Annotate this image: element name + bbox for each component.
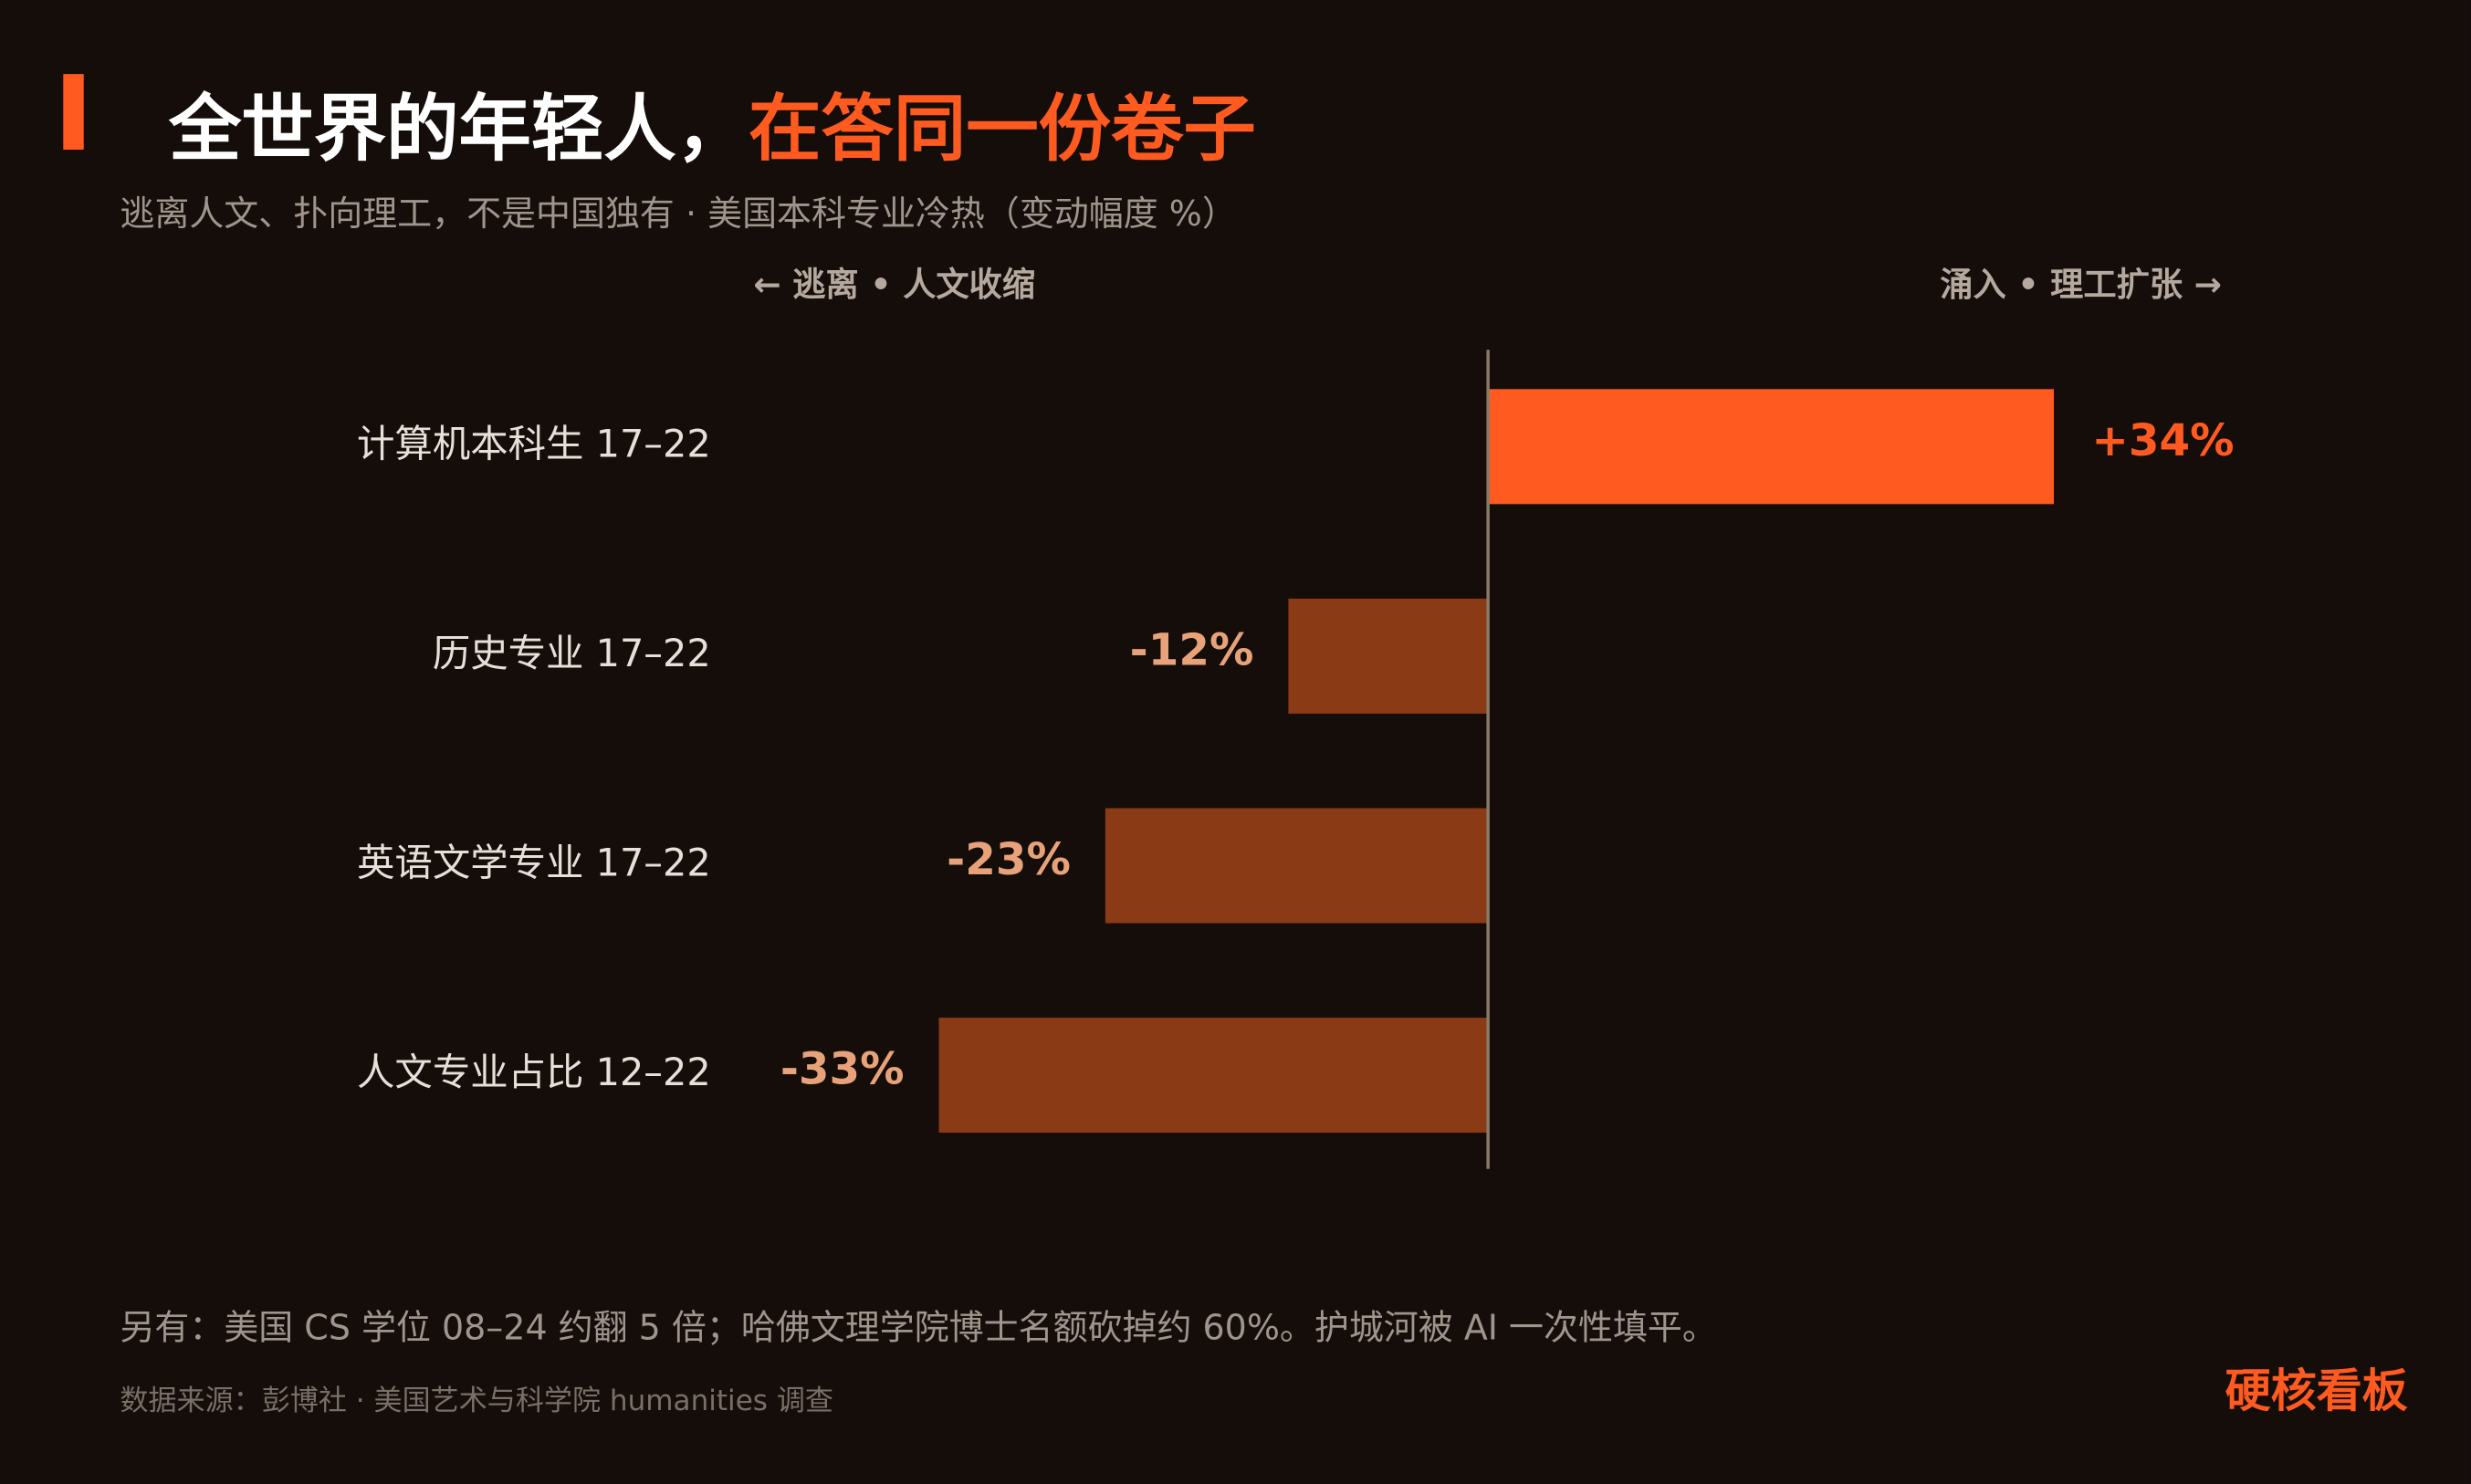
bar [1105, 808, 1489, 924]
subtitle: 逃离人文、扑向理工，不是中国独有 · 美国本科专业冷热（变动幅度 %） [120, 193, 1236, 234]
source: 数据来源：彭博社 · 美国艺术与科学院 humanities 调查 [120, 1385, 833, 1417]
title-highlight: 在答同一份卷子 [749, 87, 1256, 172]
y-tick-label: 人文专业占比 12–22 [357, 1050, 711, 1094]
bar [938, 1018, 1489, 1134]
value-label: -33% [780, 1044, 905, 1095]
title-accent [63, 74, 84, 150]
value-label: -23% [947, 834, 1071, 885]
bar [1288, 598, 1489, 714]
chart-title: 全世界的年轻人，在答同一份卷子 [168, 87, 1256, 172]
value-label: +34% [2091, 415, 2234, 466]
right-direction-label: 涌入 • 理工扩张 → [1940, 265, 2222, 304]
plot-area: 计算机本科生 17–22 +34% 历史专业 17–22 -12% 英语文学专业 17–… [357, 350, 2235, 1169]
brand: 硬核看板 [2225, 1364, 2408, 1417]
note: 另有：美国 CS 学位 08–24 约翻 5 倍；哈佛文理学院博士名额砍掉约 6… [120, 1307, 1716, 1347]
y-tick-label: 英语文学专业 17–22 [357, 841, 711, 885]
title-main: 全世界的年轻人， [168, 87, 749, 172]
y-tick-label: 历史专业 17–22 [433, 632, 711, 675]
value-label: -12% [1130, 624, 1254, 675]
left-direction-label: ← 逃离 • 人文收缩 [753, 265, 1035, 304]
bar [1488, 389, 2055, 505]
y-tick-label: 计算机本科生 17–22 [357, 422, 711, 465]
